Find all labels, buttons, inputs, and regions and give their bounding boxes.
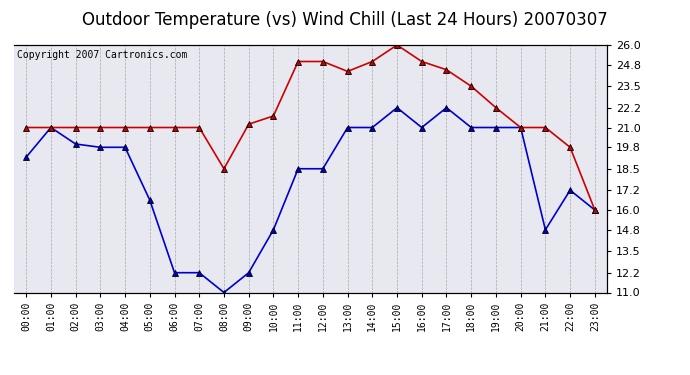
Text: Copyright 2007 Cartronics.com: Copyright 2007 Cartronics.com bbox=[17, 50, 187, 60]
Text: Outdoor Temperature (vs) Wind Chill (Last 24 Hours) 20070307: Outdoor Temperature (vs) Wind Chill (Las… bbox=[82, 11, 608, 29]
